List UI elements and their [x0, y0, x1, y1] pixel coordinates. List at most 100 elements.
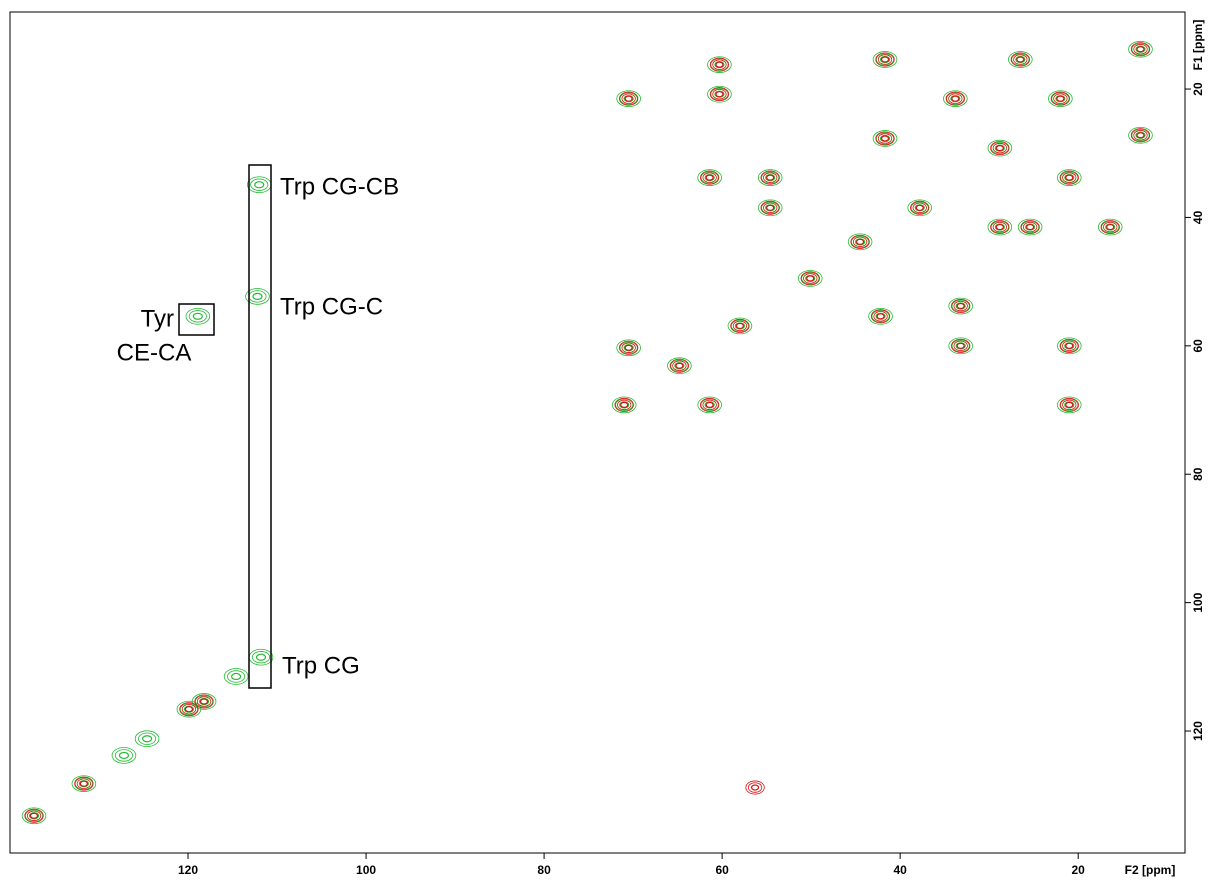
contour-ring — [670, 359, 689, 372]
contour-ring — [763, 172, 778, 183]
contour-ring — [797, 270, 823, 287]
contour-ring — [616, 90, 641, 107]
contour-ring — [697, 169, 722, 186]
peak — [766, 174, 775, 181]
contour-ring — [1008, 51, 1033, 68]
contour-ring — [732, 320, 748, 332]
contour-ring — [871, 310, 890, 323]
contour-ring — [700, 397, 720, 412]
contour-ring — [1103, 221, 1118, 233]
contour-ring — [912, 202, 927, 214]
peak — [715, 91, 724, 98]
contour-ring — [702, 172, 717, 183]
peak — [1056, 95, 1065, 102]
y-tick-label: 100 — [1191, 592, 1205, 612]
contour-ring — [852, 236, 868, 248]
contour-ring — [1050, 91, 1071, 106]
peak — [118, 751, 130, 760]
annotation: CE-CA — [117, 339, 192, 366]
contour-ring — [1057, 169, 1082, 186]
peak — [29, 812, 39, 819]
peak — [1026, 223, 1035, 231]
contour-ring — [700, 398, 719, 412]
contour-ring — [179, 703, 198, 716]
contour-ring — [953, 300, 968, 312]
contour-ring — [697, 396, 722, 414]
peak — [735, 322, 745, 330]
y-tick-label: 60 — [1191, 339, 1205, 353]
contour-ring — [951, 339, 970, 352]
contour-ring — [1062, 340, 1077, 352]
contour-ring — [1128, 126, 1153, 144]
contour-ring — [76, 778, 92, 789]
contour-ring — [872, 51, 898, 68]
contour-ring — [710, 88, 729, 101]
contour-ring — [1128, 40, 1153, 58]
contour-ring — [179, 702, 199, 717]
peak — [951, 95, 960, 102]
contour-ring — [26, 810, 42, 821]
peak — [715, 61, 724, 68]
annotation: Trp CG-CB — [280, 173, 399, 200]
contour-ring — [181, 703, 197, 715]
plot-frame — [9, 11, 1186, 854]
contour-ring — [1133, 130, 1148, 141]
contour-ring — [1011, 53, 1030, 66]
contour-ring — [617, 399, 632, 411]
contour-ring — [1131, 129, 1150, 142]
contour-ring — [702, 399, 717, 411]
contour-ring — [1101, 220, 1120, 234]
contour-ring — [727, 317, 753, 335]
peak — [192, 312, 203, 320]
contour-ring — [614, 397, 634, 412]
y-tick-label: 80 — [1191, 467, 1205, 481]
contour-ring — [138, 732, 157, 745]
contour-ring — [1051, 92, 1070, 105]
peak — [252, 292, 263, 300]
contour-ring — [194, 694, 214, 709]
contour-ring — [1062, 172, 1077, 183]
contour-ring — [1062, 399, 1077, 411]
annotation: Tyr — [141, 305, 174, 332]
contour-ring — [619, 91, 639, 106]
x-tick-label: 60 — [715, 863, 729, 877]
trp-box — [248, 164, 272, 689]
y-tick-label: 20 — [1191, 82, 1205, 96]
contour-ring — [621, 342, 636, 353]
contour-ring — [946, 92, 965, 105]
contour-ring — [223, 668, 249, 685]
contour-ring — [1133, 44, 1148, 55]
contour-ring — [987, 139, 1013, 157]
contour-ring — [763, 202, 778, 214]
peak — [995, 223, 1004, 231]
contour-ring — [990, 141, 1010, 156]
contour-ring — [877, 133, 893, 144]
contour-ring — [1057, 396, 1082, 414]
contour-ring — [951, 299, 971, 314]
contour-ring — [114, 749, 133, 762]
contour-ring — [24, 808, 44, 823]
contour-ring — [134, 730, 160, 748]
peak — [1136, 46, 1145, 53]
contour-ring — [948, 337, 973, 355]
contour-ring — [851, 235, 870, 248]
contour-ring — [1131, 43, 1150, 56]
contour-ring — [1020, 220, 1040, 235]
contour-ring — [710, 58, 729, 71]
contour-ring — [992, 221, 1007, 233]
y-axis-label: F1 [ppm] — [1191, 20, 1205, 71]
peaks — [21, 40, 1153, 825]
contour-ring — [709, 87, 730, 102]
contour-ring — [875, 131, 895, 146]
contour-ring — [1060, 339, 1079, 352]
contour-ring — [1017, 218, 1043, 236]
contour-ring — [875, 53, 895, 66]
contour-ring — [1048, 90, 1073, 107]
peak — [956, 302, 965, 310]
peak — [766, 204, 775, 211]
contour-ring — [747, 782, 763, 793]
peak — [1065, 174, 1074, 181]
contour-ring — [24, 809, 44, 822]
contour-ring — [250, 178, 269, 191]
contour-ring — [621, 93, 636, 104]
